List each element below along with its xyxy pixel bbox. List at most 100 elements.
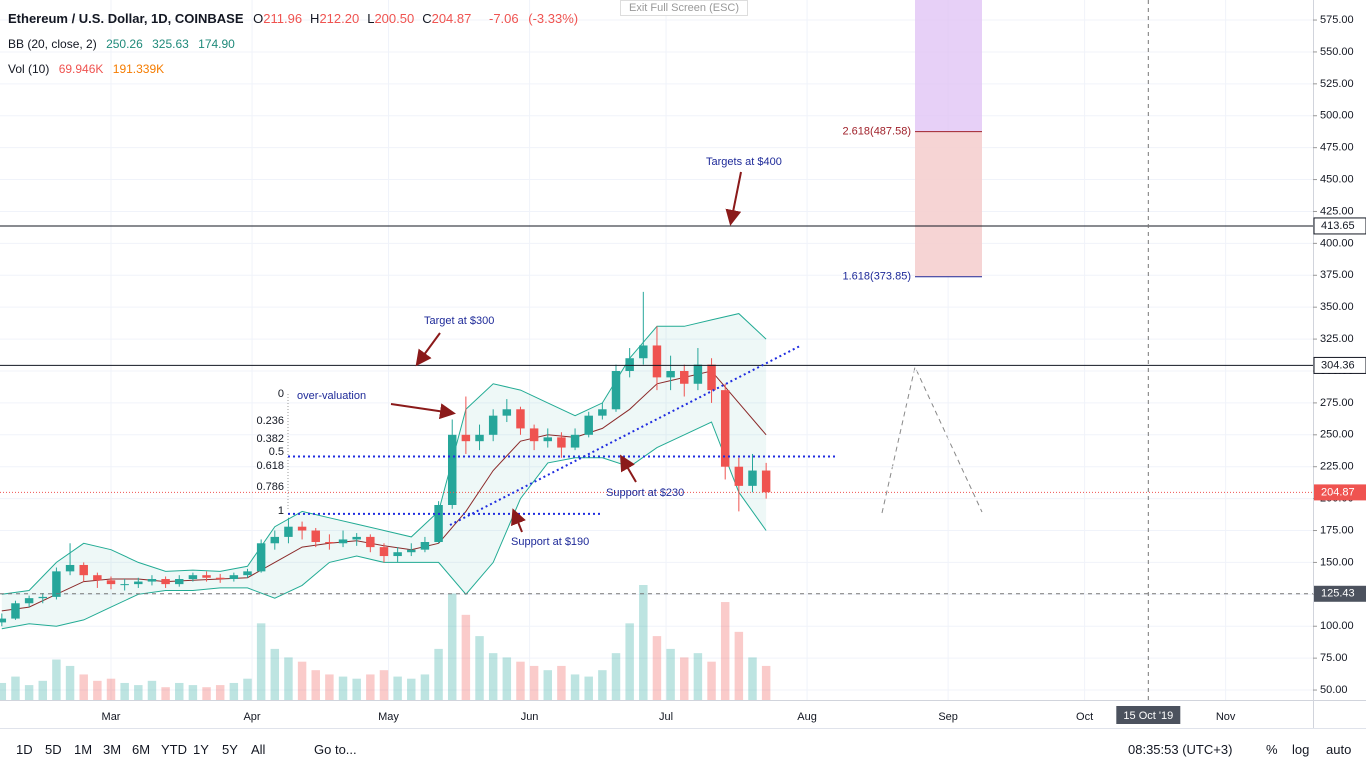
volume-bar — [284, 657, 293, 700]
y-tick-label: 275.00 — [1320, 397, 1354, 409]
range-button[interactable]: 5Y — [222, 742, 238, 757]
candle-body — [570, 434, 580, 448]
arrow — [619, 454, 637, 483]
y-tick-label: 550.00 — [1320, 46, 1354, 58]
fib-retr-label: 0.786 — [256, 481, 284, 493]
candle-body — [598, 409, 607, 416]
x-tick-label: Jun — [521, 711, 539, 723]
candle-body — [461, 434, 471, 442]
range-button[interactable]: 5D — [45, 742, 62, 757]
x-tick-label: Sep — [938, 711, 958, 723]
exit-fullscreen[interactable]: Exit Full Screen (ESC) — [620, 0, 749, 16]
ohlc-name: L — [367, 11, 375, 26]
candle-body — [65, 564, 75, 572]
candle-body — [106, 580, 116, 585]
range-button[interactable]: 1Y — [193, 742, 209, 757]
projection — [881, 365, 983, 514]
vol-v: 69.946K — [58, 62, 104, 76]
y-tick-label: 475.00 — [1320, 142, 1354, 154]
range-button[interactable]: All — [251, 742, 266, 757]
candle-body — [229, 575, 239, 580]
y-tick-label: 325.00 — [1320, 333, 1354, 345]
volume-bar — [748, 657, 757, 700]
fib-label: 2.618(487.58) — [843, 126, 912, 138]
scale-option[interactable]: auto — [1326, 742, 1352, 757]
candle-body — [488, 415, 498, 435]
x-tick-label: Jul — [659, 711, 673, 723]
y-tick-label: 500.00 — [1320, 110, 1354, 122]
scale-option[interactable]: log — [1292, 742, 1310, 757]
level-label: 413.65 — [1321, 220, 1355, 232]
vol-name: Vol (10) — [8, 62, 50, 76]
candle-body — [0, 618, 7, 623]
volume-bar — [734, 631, 744, 700]
y-tick-label: 250.00 — [1320, 429, 1354, 441]
candle-body — [38, 596, 47, 599]
range-button[interactable]: 1D — [16, 742, 33, 757]
volume-bar — [256, 623, 266, 700]
trend-line — [449, 345, 801, 526]
candle-body — [11, 603, 20, 619]
volume-bar — [720, 602, 730, 700]
candle-body — [420, 542, 430, 550]
level-tag — [1313, 217, 1366, 235]
annotation: Target at $300 — [424, 315, 494, 327]
ohlc-name: O — [253, 11, 264, 26]
volume-bar — [434, 648, 443, 700]
range-button[interactable]: 6M — [132, 742, 151, 757]
crosshair-tag — [1116, 706, 1181, 724]
fib-retr-label: 0.236 — [256, 415, 284, 427]
volume-bar — [147, 680, 157, 700]
volume-bar — [761, 665, 771, 700]
annotation: Support at $230 — [606, 487, 684, 499]
volume-bar — [557, 665, 566, 700]
range-button[interactable]: 3M — [103, 742, 122, 757]
candle-body — [734, 466, 744, 486]
volume-bar — [707, 661, 716, 700]
arrow — [390, 403, 456, 420]
fib-retr-label: 0 — [278, 388, 284, 400]
level-tag — [1313, 356, 1366, 374]
y-tick-label: 400.00 — [1320, 237, 1354, 249]
range-button[interactable]: 1M — [74, 742, 93, 757]
volume-bar — [270, 648, 280, 700]
x-tick-label: Oct — [1076, 711, 1093, 723]
fib-retr-label: 0.5 — [269, 446, 284, 458]
x-tick-label: Mar — [102, 711, 121, 723]
ohlc: O211.96 H212.20 L200.50 C204.87 — [253, 11, 479, 26]
vol-v: 191.339K — [112, 62, 165, 76]
legend-main: Ethereum / U.S. Dollar, 1D, COINBASE O21… — [8, 11, 584, 26]
last-price-label: 204.87 — [1321, 486, 1355, 498]
range-button[interactable]: YTD — [161, 742, 187, 757]
candle-body — [297, 526, 307, 531]
candle-body — [652, 345, 662, 378]
change-pct: (-3.33%) — [528, 11, 579, 26]
candle-body — [761, 470, 771, 493]
chart: 50.0075.00100.00125.00150.00175.00200.00… — [0, 0, 1366, 728]
y-tick-label: 450.00 — [1320, 173, 1354, 185]
volume-bar — [229, 682, 239, 700]
candle-body — [516, 409, 525, 429]
candle-body — [748, 470, 757, 486]
candle-body — [475, 434, 484, 442]
candle-body — [188, 575, 198, 580]
volume-bar — [134, 685, 143, 700]
volume-bar — [120, 682, 129, 700]
fib-label: 1.618(373.85) — [843, 271, 912, 283]
volume-bar — [311, 670, 320, 700]
crosshair-y-label: 125.43 — [1321, 588, 1355, 600]
candle-body — [720, 390, 730, 467]
y-tick-label: 350.00 — [1320, 301, 1354, 313]
fib-zone — [915, 131, 982, 277]
bottom-toolbar: 1D 5D 1M 3M 6M YTD 1Y 5Y All Go to... 08:35:53 (UT… — [0, 728, 1366, 769]
y-tick-label: 150.00 — [1320, 556, 1354, 568]
goto-button[interactable]: Go to... — [314, 742, 357, 757]
crosshair-tag — [1314, 585, 1366, 602]
volume-bar — [666, 648, 675, 700]
volume-bar — [202, 687, 211, 700]
candle-body — [366, 536, 375, 548]
scale-option[interactable]: % — [1266, 742, 1278, 757]
candle-body — [243, 571, 252, 576]
candle-body — [338, 539, 348, 544]
candle-body — [202, 575, 211, 578]
